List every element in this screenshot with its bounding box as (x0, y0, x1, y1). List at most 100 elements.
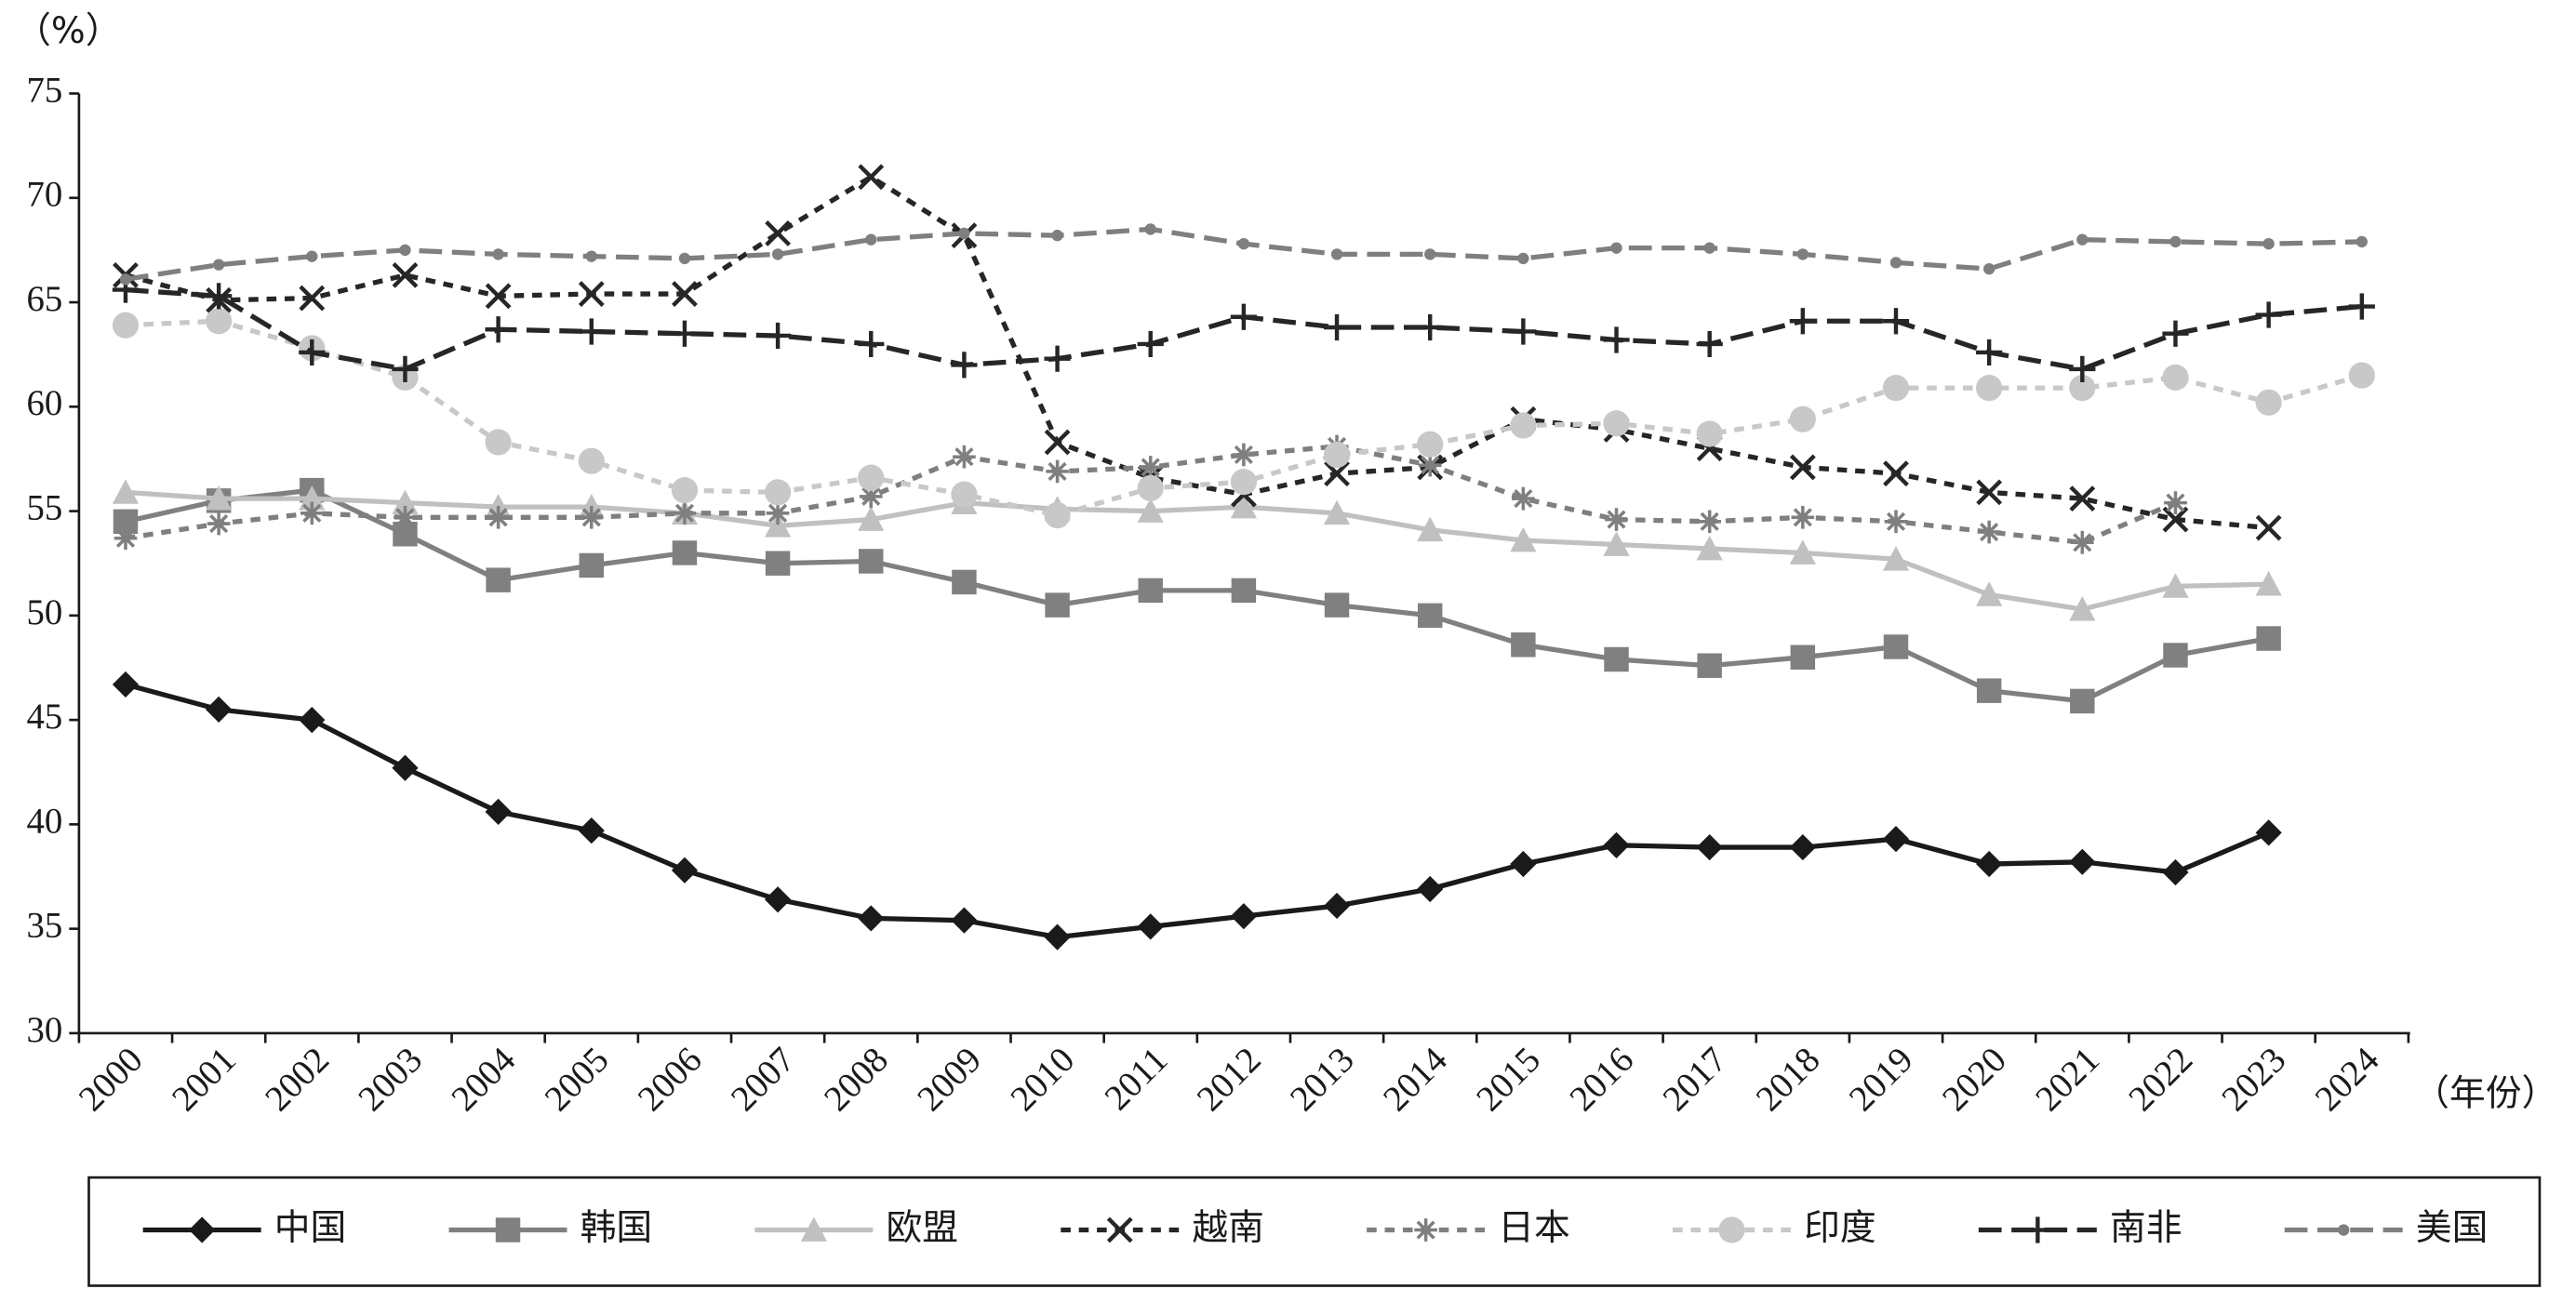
marker (1510, 526, 1537, 552)
x-tick-label: 2010 (1003, 1040, 1082, 1119)
marker (2076, 233, 2089, 246)
marker (2162, 573, 2189, 598)
marker (206, 485, 233, 511)
series-line (125, 174, 2269, 531)
marker (495, 1217, 521, 1242)
marker (1976, 678, 2002, 703)
marker (671, 477, 699, 504)
marker (2338, 1224, 2350, 1236)
marker (578, 281, 605, 307)
marker (112, 312, 140, 339)
marker (1323, 313, 1351, 341)
marker (1605, 508, 1628, 531)
marker (958, 227, 970, 240)
x-tick-label: 2020 (1935, 1040, 2014, 1119)
x-tick-label: 2021 (2028, 1040, 2107, 1119)
legend-label: 南非 (2110, 1207, 2182, 1249)
marker (1789, 454, 1816, 481)
marker (1418, 453, 1442, 477)
marker (951, 352, 978, 379)
y-tick-label: 70 (26, 175, 62, 215)
marker (1044, 924, 1071, 950)
marker (1696, 330, 1723, 358)
marker (1696, 420, 1723, 447)
marker (764, 512, 792, 538)
series-line (125, 682, 2270, 940)
marker (2070, 688, 2095, 714)
x-tick-label: 2017 (1655, 1040, 1734, 1119)
marker (764, 479, 792, 506)
marker (2070, 530, 2094, 554)
marker (771, 248, 784, 260)
marker (1882, 546, 1910, 571)
x-tick-label: 2006 (630, 1040, 709, 1119)
marker (299, 707, 326, 734)
marker (2262, 238, 2275, 250)
marker (2162, 858, 2189, 886)
y-tick-label: 55 (26, 487, 62, 527)
y-axis-label: （%） (15, 10, 121, 52)
marker (2255, 301, 2282, 328)
x-tick-label: 2000 (72, 1040, 151, 1119)
y-tick-label: 30 (26, 1010, 62, 1050)
marker (2348, 362, 2375, 389)
marker (2255, 571, 2282, 596)
marker (1137, 498, 1164, 523)
series-line (125, 226, 2362, 282)
marker (678, 252, 691, 265)
marker (2069, 355, 2096, 383)
y-tick-label: 40 (26, 801, 62, 841)
marker (485, 429, 512, 456)
x-tick-label: 2016 (1562, 1040, 1641, 1119)
marker (1417, 313, 1444, 341)
legend-label: 中国 (274, 1207, 347, 1249)
marker (119, 273, 132, 286)
marker (2069, 485, 2096, 512)
marker (1976, 374, 2003, 402)
x-tick-label: 2024 (2307, 1040, 2386, 1119)
y-tick-label: 75 (26, 70, 62, 110)
marker (1976, 850, 2003, 878)
marker (2255, 514, 2282, 541)
marker (765, 551, 791, 576)
x-tick-label: 2019 (1842, 1040, 1921, 1119)
x-tick-label: 2007 (724, 1040, 803, 1119)
marker (1324, 460, 1350, 487)
marker (858, 330, 885, 358)
marker (1324, 592, 1350, 618)
marker (1882, 308, 1910, 335)
marker (112, 671, 140, 698)
marker (1510, 412, 1537, 439)
x-tick-label: 2008 (817, 1040, 896, 1119)
marker (859, 485, 883, 509)
marker (1604, 646, 1629, 672)
marker (392, 754, 419, 781)
marker (1610, 242, 1622, 254)
marker (392, 489, 419, 514)
y-tick-label: 35 (26, 906, 62, 946)
marker (486, 567, 511, 592)
marker (578, 447, 605, 474)
x-tick-label: 2005 (537, 1040, 616, 1119)
marker (1417, 516, 1444, 542)
legend-label: 韩国 (581, 1207, 653, 1249)
marker (1883, 460, 1909, 487)
marker (492, 248, 504, 260)
marker (485, 316, 512, 343)
x-tick-label: 2003 (351, 1040, 430, 1119)
x-tick-label: 2001 (165, 1040, 244, 1119)
marker (671, 857, 699, 884)
legend-label: 欧盟 (886, 1207, 958, 1249)
marker (2256, 626, 2281, 651)
marker (1414, 1218, 1437, 1242)
marker (1417, 603, 1443, 629)
marker (1230, 903, 1257, 930)
marker (485, 283, 512, 310)
marker (394, 505, 417, 529)
x-tick-label: 2011 (1097, 1040, 1175, 1118)
x-tick-label: 2013 (1283, 1040, 1362, 1119)
marker (1512, 486, 1535, 511)
marker (306, 250, 318, 262)
marker (2162, 364, 2189, 391)
